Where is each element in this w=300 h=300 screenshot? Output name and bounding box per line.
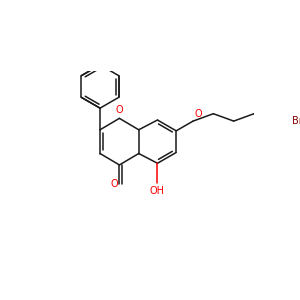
Text: O: O <box>110 179 118 189</box>
Text: Br: Br <box>292 116 300 126</box>
Text: O: O <box>116 105 123 115</box>
Text: O: O <box>194 109 202 119</box>
Text: OH: OH <box>150 186 165 196</box>
